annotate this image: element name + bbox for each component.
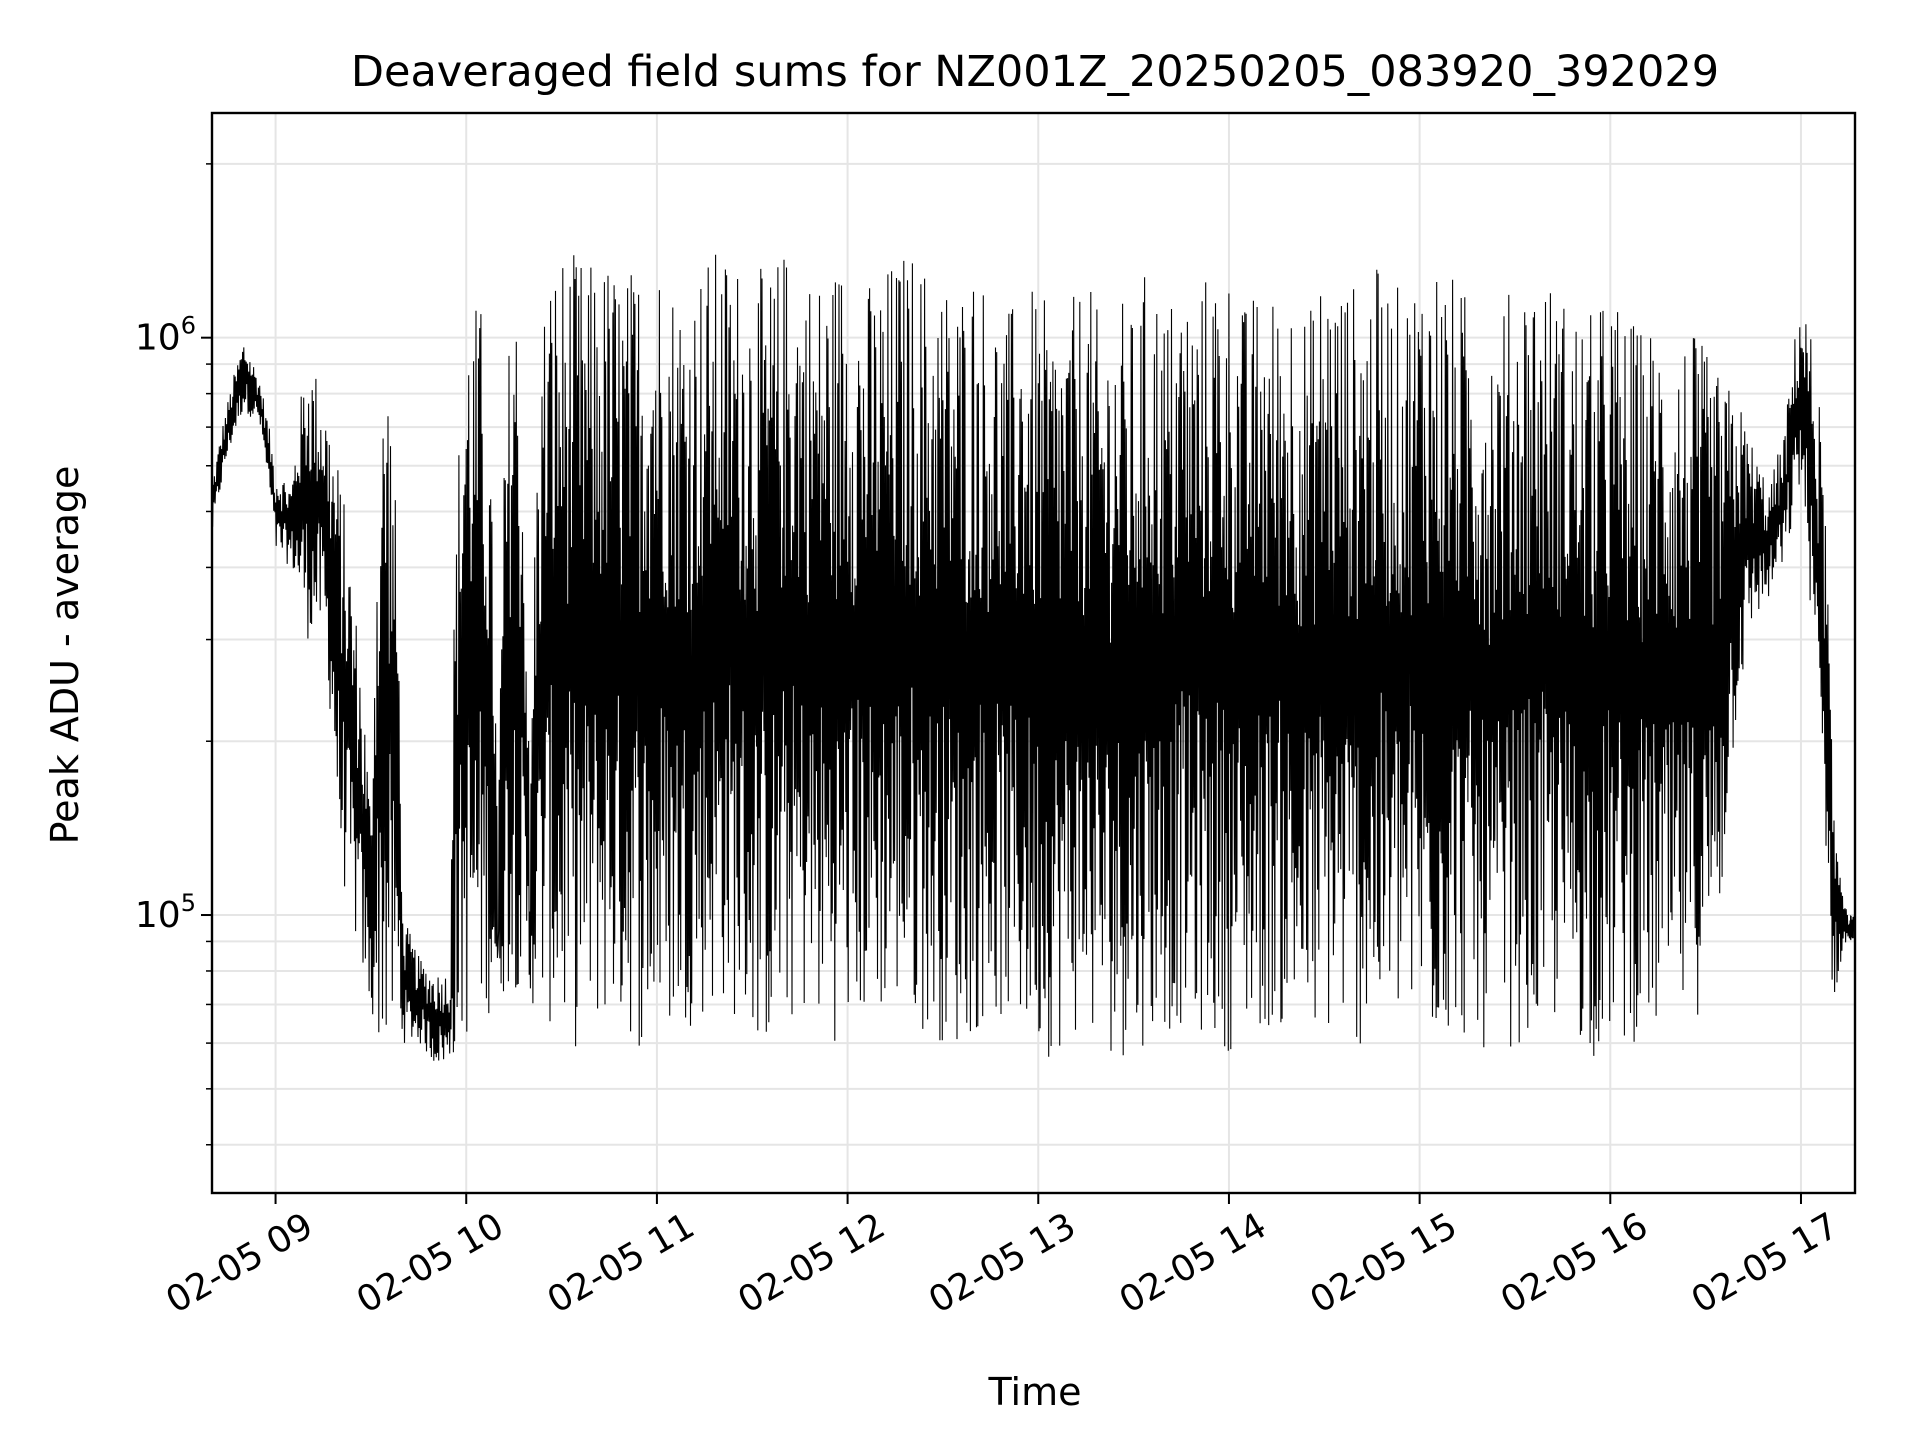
series-0-line [211, 254, 1856, 1061]
y-tick-label-exponent: 5 [181, 889, 196, 917]
x-axis-label: Time [988, 1370, 1082, 1414]
y-tick-label-base: 10 [135, 895, 181, 936]
plot-frame [210, 111, 1857, 1195]
series-layer [211, 254, 1856, 1061]
y-tick-label: 105 [135, 889, 196, 936]
y-tick-label: 106 [135, 312, 196, 359]
y-tick-label-base: 10 [135, 318, 181, 359]
y-axis-label: Peak ADU - average [43, 466, 87, 845]
y-tick-label-exponent: 6 [181, 312, 196, 340]
chart-title: Deaveraged field sums for NZ001Z_2025020… [351, 47, 1719, 97]
